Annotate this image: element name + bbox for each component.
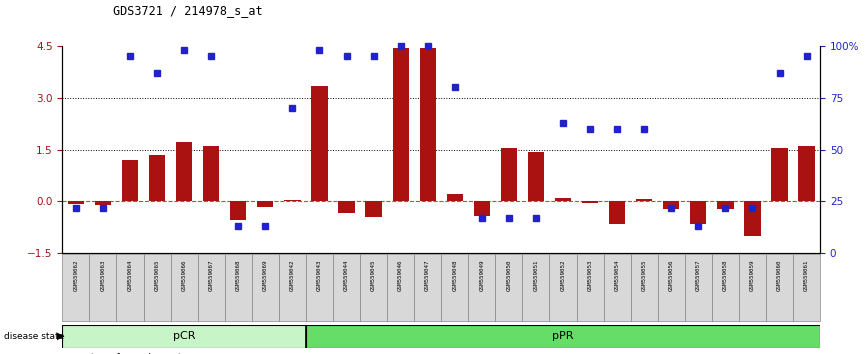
Bar [744,201,760,236]
Text: GSM559053: GSM559053 [587,259,592,291]
Bar [62,254,89,321]
Bar [630,254,658,321]
Bar [116,254,144,321]
Bar [252,254,279,321]
Bar [555,198,572,201]
Bar [203,146,219,201]
Bar [495,254,522,321]
Text: GSM559069: GSM559069 [262,259,268,291]
Bar [149,155,165,201]
Text: GSM559051: GSM559051 [533,259,539,291]
Bar [176,142,192,201]
Bar [577,254,604,321]
Bar [306,254,333,321]
Bar [392,48,409,201]
Text: GSM559047: GSM559047 [425,259,430,291]
Text: GSM559065: GSM559065 [154,259,159,291]
Bar [365,201,382,217]
Bar [636,199,652,201]
Bar [284,200,301,201]
Text: GSM559061: GSM559061 [804,259,809,291]
Bar [144,254,171,321]
Bar [279,254,306,321]
Text: ■: ■ [78,353,87,354]
Text: GSM559063: GSM559063 [100,259,106,291]
Bar [95,201,111,205]
Bar [414,254,441,321]
Bar [474,201,490,216]
Bar [122,160,139,201]
Bar [447,194,462,201]
Bar [739,254,766,321]
Text: disease state: disease state [4,332,65,341]
Bar [582,201,598,203]
Text: GSM559067: GSM559067 [209,259,214,291]
Text: GDS3721 / 214978_s_at: GDS3721 / 214978_s_at [113,4,262,17]
Bar [469,254,495,321]
Bar [387,254,414,321]
Text: GSM559062: GSM559062 [74,259,79,291]
Bar [793,254,820,321]
Bar [766,254,793,321]
Bar [798,146,815,201]
Bar [690,201,707,224]
Bar [230,201,246,220]
Text: GSM559059: GSM559059 [750,259,755,291]
Bar [441,254,469,321]
Text: GSM559043: GSM559043 [317,259,322,291]
Bar [717,201,734,209]
Bar [339,201,355,213]
Bar [225,254,252,321]
Text: GSM559045: GSM559045 [371,259,376,291]
Bar [171,254,197,321]
Bar [528,152,544,201]
Text: GSM559056: GSM559056 [669,259,674,291]
Bar [712,254,739,321]
Bar [685,254,712,321]
Text: GSM559066: GSM559066 [182,259,187,291]
Text: GSM559055: GSM559055 [642,259,647,291]
Text: GSM559068: GSM559068 [236,259,241,291]
Text: GSM559049: GSM559049 [479,259,484,291]
Text: GSM559052: GSM559052 [560,259,565,291]
Bar [89,254,116,321]
Bar [658,254,685,321]
Text: GSM559042: GSM559042 [290,259,295,291]
Bar [549,254,577,321]
Bar [772,148,788,201]
Bar [333,254,360,321]
Bar [306,325,820,348]
Bar [501,148,517,201]
Bar [257,201,274,206]
Text: GSM559048: GSM559048 [452,259,457,291]
Bar [197,254,225,321]
Bar [522,254,549,321]
Text: pPR: pPR [553,331,574,341]
Text: GSM559046: GSM559046 [398,259,404,291]
Text: GSM559050: GSM559050 [507,259,512,291]
Bar [663,201,680,209]
Text: GSM559058: GSM559058 [723,259,728,291]
Text: GSM559057: GSM559057 [695,259,701,291]
Text: GSM559054: GSM559054 [615,259,620,291]
Text: ▶: ▶ [57,331,65,341]
Bar [312,86,327,201]
Bar [360,254,387,321]
Text: GSM559044: GSM559044 [344,259,349,291]
Text: pCR: pCR [173,331,196,341]
Text: GSM559060: GSM559060 [777,259,782,291]
Text: GSM559064: GSM559064 [127,259,132,291]
Bar [604,254,630,321]
Bar [68,201,84,204]
Text: transformed count: transformed count [91,353,182,354]
Bar [419,48,436,201]
Bar [62,325,306,348]
Bar [609,201,625,224]
